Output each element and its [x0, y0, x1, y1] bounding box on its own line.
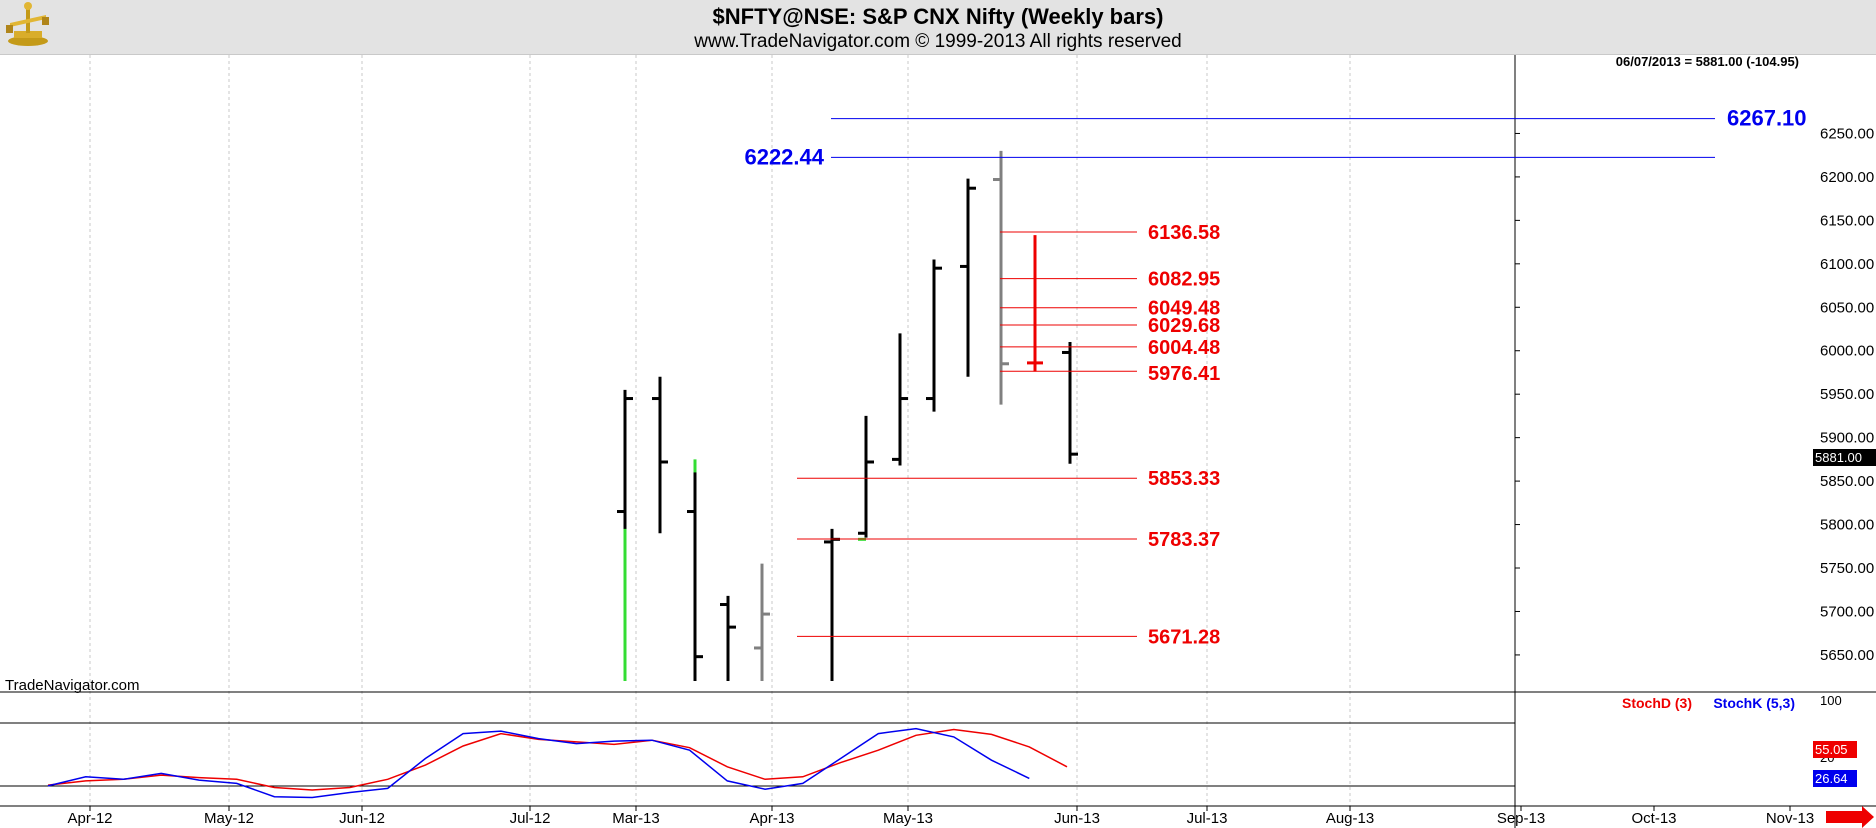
ohlc-bar: [754, 563, 770, 681]
x-tick-label: Oct-13: [1631, 810, 1676, 827]
stochastic-pane: [47, 727, 1068, 799]
legend-stochk: StochK (5,3): [1713, 695, 1795, 711]
ohlc-bar: [926, 259, 942, 412]
x-tick-label: Jun-12: [339, 810, 385, 827]
y-tick-label: 6050.00: [1820, 299, 1874, 316]
chart-title: $NFTY@NSE: S&P CNX Nifty (Weekly bars): [712, 4, 1164, 29]
y-tick-label: 5850.00: [1820, 473, 1874, 490]
chart-axes: [0, 55, 1876, 828]
ohlc-bar: [858, 415, 874, 538]
y-tick-label: 5700.00: [1820, 603, 1874, 620]
legend-stochd: StochD (3): [1622, 695, 1692, 711]
fibonacci-levels: 6267.10 6222.44 6136.58 6082.95 6049.486029.…: [744, 106, 1806, 649]
stoch-tick-100: 100: [1820, 693, 1842, 708]
last-price-label: 5881.00: [1815, 450, 1862, 465]
price-bars: [617, 150, 1078, 681]
ohlc-bar: [892, 333, 908, 466]
copyright-text: www.TradeNavigator.com © 1999-2013 All r…: [694, 31, 1182, 52]
ohlc-bar: [720, 595, 736, 681]
level-label: 6222.44: [744, 144, 824, 169]
ohlc-bar: [1062, 342, 1078, 464]
level-label: 5976.41: [1148, 363, 1220, 385]
stochd-last-value: 55.05: [1815, 742, 1848, 757]
scroll-right-arrow-icon[interactable]: [1826, 806, 1874, 828]
x-tick-label: Aug-13: [1326, 810, 1374, 827]
x-tick-label: Nov-13: [1766, 810, 1814, 827]
level-label: 5783.37: [1148, 529, 1220, 551]
watermark: TradeNavigator.com: [5, 677, 140, 694]
chart-header: $NFTY@NSE: S&P CNX Nifty (Weekly bars) w…: [0, 0, 1876, 55]
y-tick-label: 5900.00: [1820, 430, 1874, 447]
x-tick-label: Sep-13: [1497, 810, 1545, 827]
x-tick-label: May-12: [204, 810, 254, 827]
level-label: 6049.48: [1148, 298, 1220, 320]
stochk-line: [47, 727, 1030, 799]
x-tick-label: Mar-13: [612, 810, 660, 827]
y-tick-label: 6200.00: [1820, 169, 1874, 186]
level-label: 5853.33: [1148, 468, 1220, 490]
y-axis-labels: 5650.00 5700.00 5750.00 5800.00 5850.00 5900.…: [1515, 125, 1874, 664]
x-tick-label: Jun-13: [1054, 810, 1100, 827]
y-tick-label: 5750.00: [1820, 560, 1874, 577]
ohlc-bar: [993, 150, 1009, 405]
y-tick-label: 6100.00: [1820, 256, 1874, 273]
level-label: 6136.58: [1148, 222, 1220, 244]
ohlc-bar: [687, 461, 703, 681]
trade-navigator-logo: [6, 2, 49, 46]
ohlc-bar: [960, 178, 976, 377]
x-tick-label: Apr-12: [67, 810, 112, 827]
ohlc-bar: [1027, 235, 1043, 372]
stochk-last-value: 26.64: [1815, 771, 1848, 786]
x-axis-labels: Apr-12 May-12 Jun-12 Jul-12 Mar-13 Apr-13 May-…: [67, 806, 1814, 827]
x-tick-label: May-13: [883, 810, 933, 827]
y-tick-label: 5650.00: [1820, 647, 1874, 664]
y-tick-label: 6000.00: [1820, 343, 1874, 360]
level-label: 6029.68: [1148, 315, 1220, 337]
x-tick-label: Jul-12: [510, 810, 551, 827]
info-box: 06/07/2013 = 5881.00 (-104.95): [1616, 54, 1799, 69]
level-label: 6267.10: [1727, 106, 1807, 131]
y-tick-label: 6150.00: [1820, 212, 1874, 229]
y-tick-label: 6250.00: [1820, 125, 1874, 142]
level-label: 6004.48: [1148, 337, 1220, 359]
level-label: 5671.28: [1148, 626, 1220, 648]
y-tick-label: 5950.00: [1820, 386, 1874, 403]
y-tick-label: 5800.00: [1820, 517, 1874, 534]
x-tick-label: Jul-13: [1187, 810, 1228, 827]
level-label: 6082.95: [1148, 269, 1220, 291]
chart-grid: [89, 55, 1351, 806]
ohlc-bar: [652, 376, 668, 534]
x-tick-label: Apr-13: [749, 810, 794, 827]
